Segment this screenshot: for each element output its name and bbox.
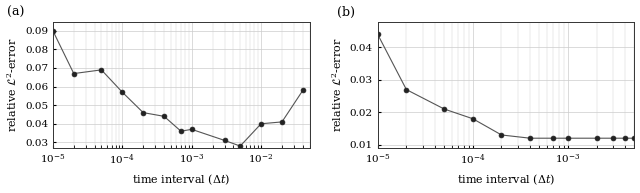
Y-axis label: relative $\mathcal{L}^2$-error: relative $\mathcal{L}^2$-error: [6, 37, 19, 132]
X-axis label: time interval ($\Delta t$): time interval ($\Delta t$): [457, 173, 556, 187]
Y-axis label: relative $\mathcal{L}^2$-error: relative $\mathcal{L}^2$-error: [330, 37, 344, 132]
Text: (b): (b): [337, 6, 355, 19]
X-axis label: time interval ($\Delta t$): time interval ($\Delta t$): [132, 173, 230, 187]
Text: (a): (a): [6, 6, 24, 19]
